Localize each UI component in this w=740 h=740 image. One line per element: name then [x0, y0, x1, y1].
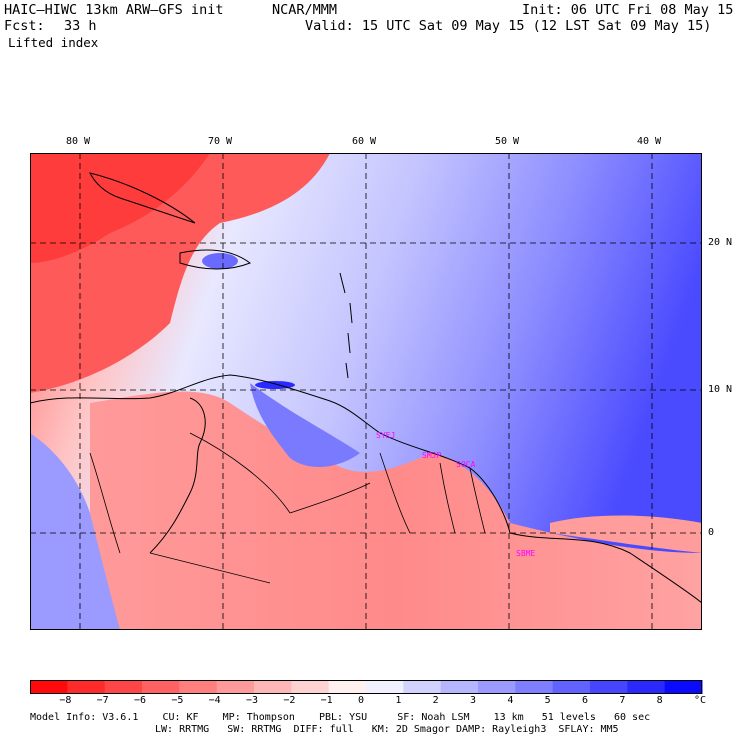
- coastline-lesser-antilles: [339, 272, 353, 379]
- country-borders: [89, 432, 486, 584]
- colorbar-swatch: [627, 680, 666, 694]
- colorbar-swatch: [403, 680, 442, 694]
- colorbar-tick-label: 3: [470, 695, 477, 706]
- colorbar-unit: °C: [694, 695, 707, 706]
- coastline-cuba: [89, 172, 196, 224]
- model-info-line2: LW: RRTMG SW: RRTMG DIFF: full KM: 2D Sm…: [155, 724, 619, 735]
- stable-streak-venezuela: [250, 383, 360, 468]
- colorbar-frame: [30, 680, 702, 694]
- colorbar-swatch: [478, 680, 516, 694]
- colorbar-tick-label: −4: [208, 695, 221, 706]
- colorbar-tick-label: 8: [656, 695, 663, 706]
- coastline-colombia: [149, 397, 206, 554]
- map-canvas: [30, 153, 702, 630]
- colorbar-tick-label: 2: [432, 695, 439, 706]
- stable-spot-hispaniola: [202, 253, 238, 269]
- colorbar-tick-label: −8: [59, 695, 72, 706]
- colorbar-swatch: [440, 680, 479, 694]
- colorbar-tick-label: −1: [320, 695, 333, 706]
- colorbar-swatch: [291, 680, 330, 694]
- colorbar-swatch: [30, 680, 68, 694]
- graticule: [30, 153, 702, 630]
- organization-label: NCAR/MMM: [272, 2, 338, 18]
- colorbar-tick-label: 6: [582, 695, 589, 706]
- colorbar-swatch: [664, 680, 703, 694]
- station-label-syej: SYEJ: [376, 431, 396, 440]
- valid-time: Valid: 15 UTC Sat 09 May 15 (12 LST Sat …: [305, 18, 712, 34]
- colorbar-swatch: [366, 680, 404, 694]
- coastline-south-america: [30, 374, 702, 604]
- forecast-hours: 33 h: [64, 18, 97, 34]
- colorbar-tick-label: −2: [283, 695, 296, 706]
- colorbar-tick-label: 4: [507, 695, 514, 706]
- forecast-label: Fcst:: [4, 18, 45, 34]
- colorbar-swatch: [515, 680, 554, 694]
- colorbar-swatch: [104, 680, 143, 694]
- init-time: Init: 06 UTC Fri 08 May 15: [522, 2, 734, 18]
- colorbar-swatch: [179, 680, 218, 694]
- lat-label-0: 0: [708, 527, 715, 538]
- colorbar: [30, 680, 703, 694]
- colorbar-swatch: [552, 680, 591, 694]
- unstable-region-brazil-coast: [550, 515, 702, 553]
- station-label-soca: SOCA: [456, 460, 476, 469]
- lon-label-60w: 60 W: [352, 136, 377, 147]
- colorbar-tick-label: 0: [358, 695, 365, 706]
- model-title: HAIC–HIWC 13km ARW–GFS init: [4, 2, 224, 18]
- colorbar-tick-label: −6: [134, 695, 147, 706]
- coastline-hispaniola: [179, 249, 252, 270]
- colorbar-swatch: [142, 680, 180, 694]
- colorbar-swatch: [254, 680, 292, 694]
- station-label-smjp: SMJP: [422, 451, 442, 460]
- lat-label-10n: 10 N: [708, 384, 733, 395]
- colorbar-tick-label: −3: [246, 695, 259, 706]
- map-frame: [30, 153, 702, 630]
- colorbar-tick-label: −5: [171, 695, 184, 706]
- colorbar-swatch: [67, 680, 106, 694]
- colorbar-tick-label: 1: [395, 695, 402, 706]
- lon-label-50w: 50 W: [495, 136, 520, 147]
- colorbar-tick-label: −7: [96, 695, 109, 706]
- colorbar-swatch: [216, 680, 255, 694]
- lon-label-40w: 40 W: [637, 136, 662, 147]
- field-name: Lifted index: [8, 35, 99, 50]
- model-info-line1: Model Info: V3.6.1 CU: KF MP: Thompson P…: [30, 712, 651, 723]
- unstable-core-cuba: [30, 153, 210, 263]
- station-label-sbme: SBME: [516, 549, 536, 558]
- lon-label-70w: 70 W: [208, 136, 233, 147]
- lifted-index-map: SYEJ SMJP SOCA SBME: [30, 153, 702, 630]
- colorbar-tick-label: 5: [544, 695, 551, 706]
- colorbar-swatch: [590, 680, 628, 694]
- colorbar-swatch: [328, 680, 367, 694]
- lon-label-80w: 80 W: [66, 136, 91, 147]
- unstable-region-south-america: [90, 391, 702, 630]
- colorbar-tick-label: 7: [619, 695, 626, 706]
- stable-region-pacific: [30, 433, 120, 630]
- lat-label-20n: 20 N: [708, 237, 733, 248]
